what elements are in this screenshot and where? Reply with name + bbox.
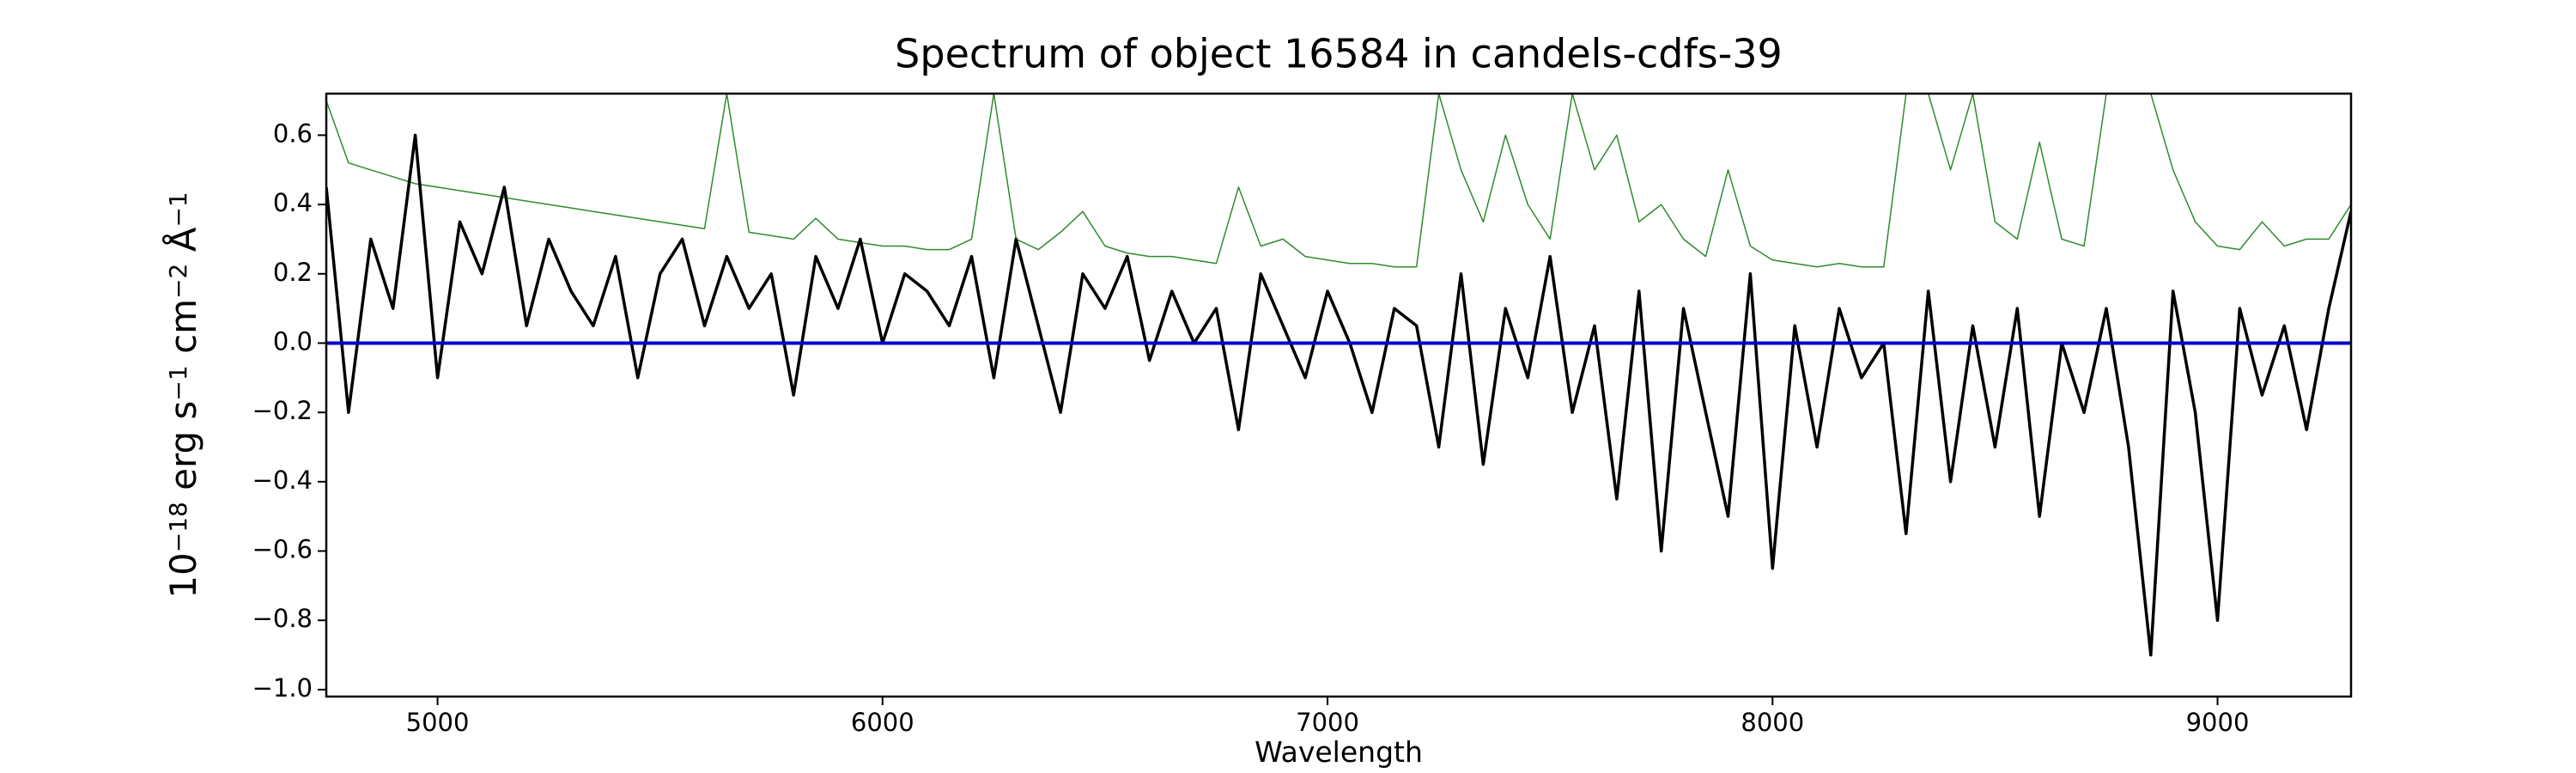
x-tick-label: 5000 — [406, 708, 470, 737]
y-tick-label: −0.6 — [252, 535, 313, 564]
spectrum-line — [326, 133, 2351, 657]
y-label-superscript: −18 — [164, 502, 192, 552]
y-label-part: Å — [161, 227, 204, 263]
x-tick-label: 7000 — [1296, 708, 1359, 737]
y-label-superscript: −1 — [164, 365, 192, 400]
y-label-part: cm — [162, 299, 204, 365]
y-tick-label: −0.8 — [252, 604, 313, 633]
y-tick-label: 0.0 — [273, 326, 313, 356]
y-label-superscript: −2 — [164, 264, 192, 299]
plot-frame — [325, 92, 2353, 698]
y-tick-label: 0.4 — [273, 188, 313, 217]
x-tick-label: 9000 — [2186, 708, 2250, 737]
y-tick-label: 0.6 — [273, 119, 313, 148]
y-axis-label: 10−18 erg s−1 cm−2 Å−1 — [161, 192, 204, 598]
chart-title: Spectrum of object 16584 in candels-cdfs… — [895, 31, 1783, 77]
y-tick-label: 0.2 — [273, 258, 313, 287]
y-tick-label: −0.4 — [252, 466, 313, 495]
y-label-superscript: −1 — [164, 192, 192, 227]
spectrum-line — [326, 94, 2351, 268]
y-tick-label: −1.0 — [252, 673, 313, 703]
plot-lines — [326, 94, 2351, 657]
x-axis-label: Wavelength — [1255, 735, 1423, 769]
y-label-part: 10 — [162, 552, 204, 598]
x-tick-label: 8000 — [1741, 708, 1804, 737]
x-tick-label: 6000 — [851, 708, 914, 737]
y-tick-label: −0.2 — [252, 396, 313, 425]
y-label-part: erg s — [162, 401, 204, 502]
